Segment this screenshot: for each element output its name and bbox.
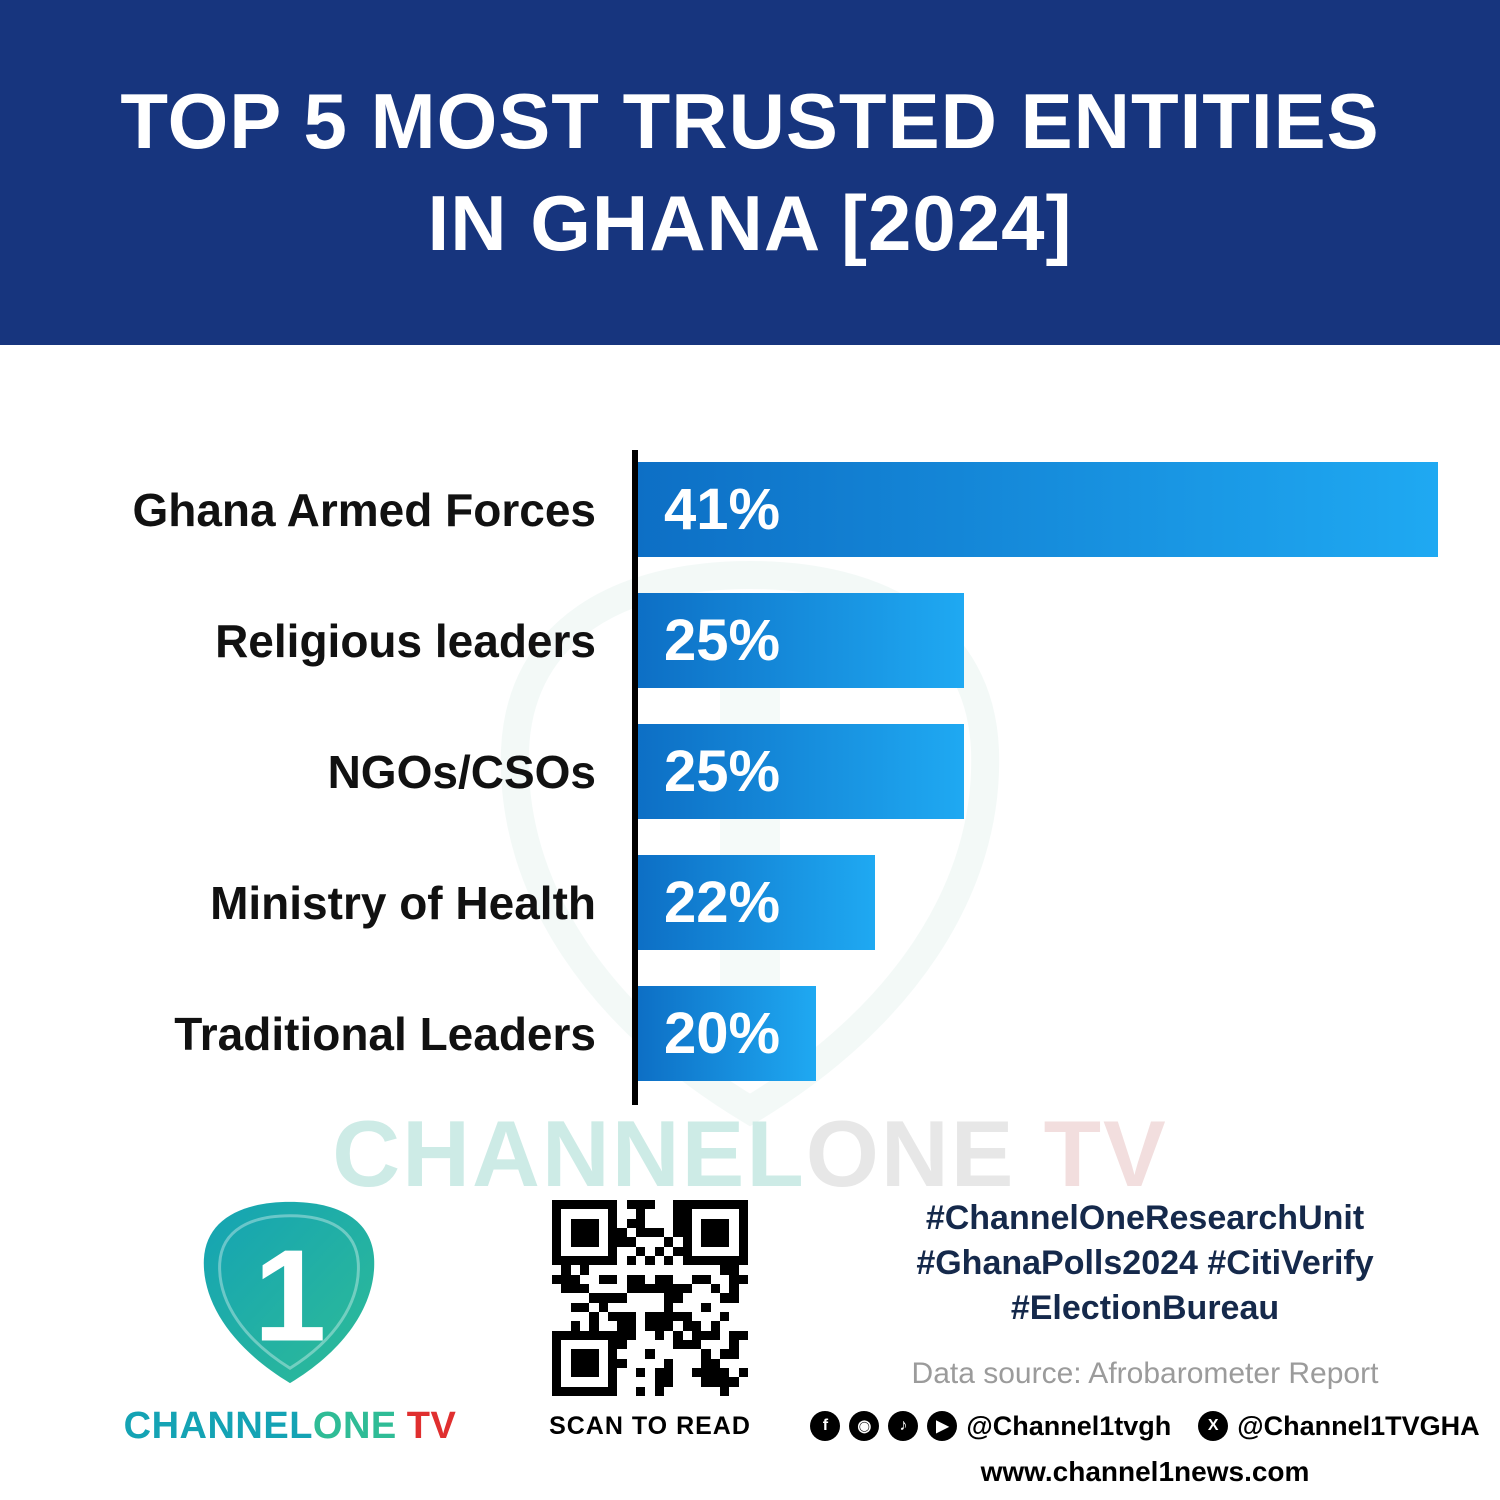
wordmark-one: ONE [312, 1405, 397, 1447]
qr-block: SCAN TO READ [535, 1200, 765, 1441]
hashtag-line-3: #ElectionBureau [1010, 1288, 1280, 1327]
wordmark-channel: CHANNEL [123, 1405, 313, 1447]
wordmark-tv: TV [406, 1405, 457, 1447]
watermark-tv: TV [1015, 1101, 1168, 1206]
bar: 22% [638, 855, 875, 950]
category-label: NGOs/CSOs [327, 745, 596, 798]
hashtag-line-2: #GhanaPolls2024 #CitiVerify [916, 1243, 1374, 1282]
social-handle-main: @Channel1tvgh [966, 1410, 1172, 1441]
website-url: www.channel1news.com [980, 1455, 1310, 1487]
header-banner: TOP 5 MOST TRUSTED ENTITIES IN GHANA [20… [0, 0, 1500, 345]
bar: 25% [638, 724, 964, 819]
footer-info-block: #ChannelOneResearchUnit #GhanaPolls2024 … [810, 1196, 1480, 1488]
qr-code [552, 1200, 748, 1396]
category-label: Religious leaders [215, 614, 596, 667]
channel-one-text-watermark: CHANNELONE TV [0, 1100, 1500, 1208]
page-title-line1: TOP 5 MOST TRUSTED ENTITIES [120, 77, 1380, 166]
chart-row: Traditional Leaders 20% [0, 986, 1500, 1081]
watermark-channel: CHANNEL [332, 1101, 806, 1206]
social-row: f ◉ ♪ ▶ @Channel1tvgh X @Channel1TVGHA [810, 1410, 1480, 1442]
channel-one-logo-mark: 1 [203, 1201, 375, 1384]
chart-row: Ghana Armed Forces 41% [0, 462, 1500, 557]
channel-one-logo-block: 1 CHANNELONE TV [120, 1192, 460, 1448]
page-title-line2: IN GHANA [2024] [427, 178, 1073, 267]
bar: 41% [638, 462, 1438, 557]
chart-row: NGOs/CSOs 25% [0, 724, 1500, 819]
bar: 20% [638, 986, 816, 1081]
tiktok-icon: ♪ [888, 1411, 919, 1442]
value-label: 20% [664, 1001, 781, 1066]
bar: 25% [638, 593, 964, 688]
channel-one-wordmark: CHANNELONE TV [120, 1405, 460, 1448]
social-handle-x: @Channel1TVGHA [1237, 1410, 1480, 1441]
chart-row: Religious leaders 25% [0, 593, 1500, 688]
x-icon: X [1198, 1411, 1229, 1442]
chart-axis-line [632, 450, 638, 1105]
category-label: Ministry of Health [210, 876, 596, 929]
bar-chart: Ghana Armed Forces 41% Religious leaders… [0, 448, 1500, 1117]
hashtag-line-1: #ChannelOneResearchUnit [925, 1199, 1365, 1237]
logo-number: 1 [254, 1223, 327, 1369]
instagram-icon: ◉ [849, 1411, 880, 1442]
data-source-note: Data source: Afrobarometer Report [911, 1356, 1379, 1390]
qr-caption: SCAN TO READ [549, 1412, 751, 1440]
category-label: Traditional Leaders [174, 1007, 596, 1060]
value-label: 22% [664, 870, 781, 935]
value-label: 41% [664, 477, 781, 542]
facebook-icon: f [810, 1411, 841, 1442]
category-label: Ghana Armed Forces [132, 483, 596, 536]
value-label: 25% [664, 739, 781, 804]
watermark-one: ONE [805, 1101, 1016, 1206]
value-label: 25% [664, 608, 781, 673]
chart-row: Ministry of Health 22% [0, 855, 1500, 950]
youtube-icon: ▶ [927, 1411, 958, 1442]
